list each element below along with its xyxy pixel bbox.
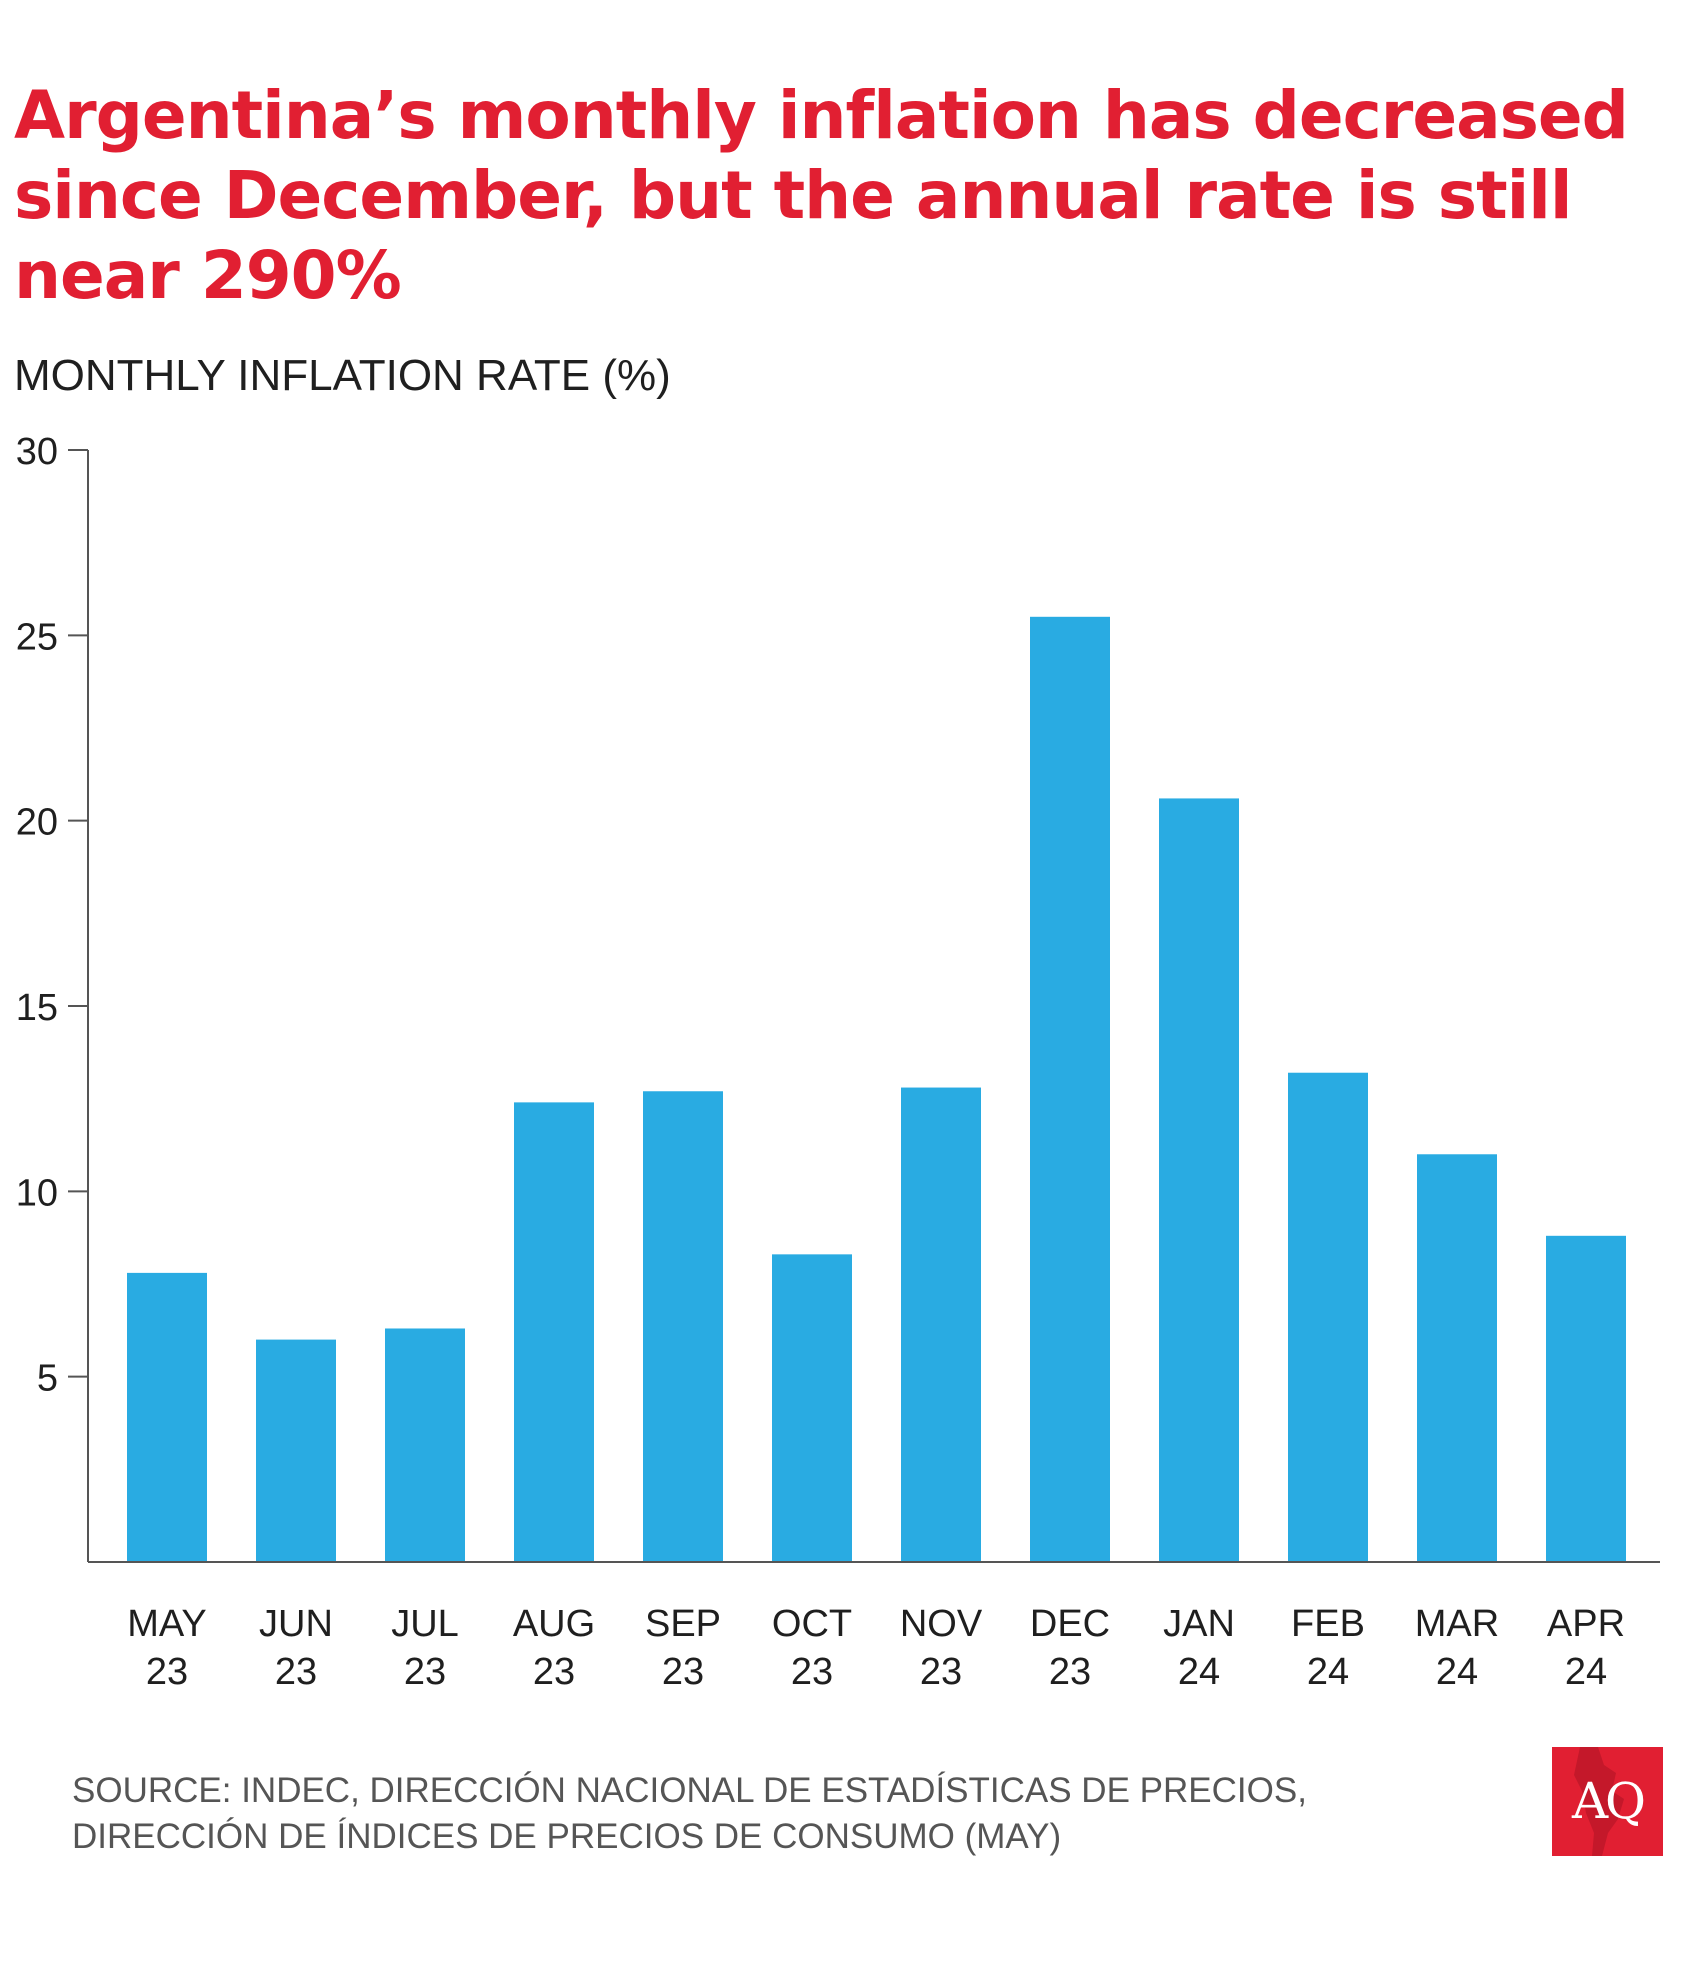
bar-dec-23 [1030,616,1110,1562]
x-tick-label-sep-23-year: 23 [662,1651,704,1693]
bar-nov-23 [901,1087,981,1562]
x-tick-label-jun-23-year: 23 [275,1651,317,1693]
logo-map-icon [1574,1747,1624,1856]
bar-chart: 5 10 15 20 25 30 MAY 23 JUN 23 JUL 23 AUG 23 SEP 23 OCT 2… [16,431,1660,1693]
bar-mar-24 [1417,1154,1497,1562]
x-tick-label-oct-23-month: OCT [772,1603,852,1645]
logo-text: AQ [1571,1772,1646,1830]
x-tick-label-jun-23-month: JUN [259,1603,333,1645]
y-tick-label-10: 10 [16,1172,58,1214]
chart-title: Argentina’s monthly inflation has decrea… [14,77,1629,314]
x-tick-label-jan-24-month: JAN [1163,1603,1235,1645]
x-tick-label-jul-23-year: 23 [404,1651,446,1693]
x-tick-label-sep-23-month: SEP [645,1603,721,1645]
y-tick-label-5: 5 [37,1358,58,1400]
x-tick-label-oct-23-year: 23 [791,1651,833,1693]
y-tick-label-20: 20 [16,802,58,844]
x-tick-label-nov-23-year: 23 [920,1651,962,1693]
aq-logo: AQ [1552,1747,1663,1856]
x-tick-label-feb-24-month: FEB [1291,1603,1365,1645]
x-tick-label-may-23-month: MAY [127,1603,207,1645]
x-tick-label-apr-24-year: 24 [1565,1651,1607,1693]
bar-jul-23 [385,1328,465,1562]
x-tick-label-aug-23-year: 23 [533,1651,575,1693]
x-tick-label-jul-23-month: JUL [391,1603,459,1645]
x-tick-label-apr-24-month: APR [1547,1603,1625,1645]
source-note: SOURCE: INDEC, DIRECCIÓN NACIONAL DE EST… [72,1768,1472,1860]
bar-jun-23 [256,1339,336,1562]
x-tick-label-may-23-year: 23 [146,1651,188,1693]
x-tick-label-mar-24-year: 24 [1436,1651,1478,1693]
x-tick-label-mar-24-month: MAR [1415,1603,1499,1645]
x-tick-label-aug-23-month: AUG [513,1603,595,1645]
x-tick-label-dec-23-month: DEC [1030,1603,1110,1645]
bar-oct-23 [772,1254,852,1562]
bar-feb-24 [1288,1072,1368,1562]
x-tick-label-dec-23-year: 23 [1049,1651,1091,1693]
y-tick-label-15: 15 [16,987,58,1029]
bar-may-23 [127,1272,207,1562]
bar-sep-23 [643,1091,723,1562]
source-line-2: DIRECCIÓN DE ÍNDICES DE PRECIOS DE CONSU… [72,1817,1062,1856]
x-tick-label-feb-24-year: 24 [1307,1651,1349,1693]
bar-aug-23 [514,1102,594,1562]
x-tick-label-nov-23-month: NOV [900,1603,983,1645]
y-tick-label-25: 25 [16,616,58,658]
source-line-1: SOURCE: INDEC, DIRECCIÓN NACIONAL DE EST… [72,1771,1307,1810]
x-tick-label-jan-24-year: 24 [1178,1651,1220,1693]
y-axis-label: MONTHLY INFLATION RATE (%) [14,351,671,400]
bar-jan-24 [1159,798,1239,1562]
bar-apr-24 [1546,1235,1626,1562]
y-tick-label-30: 30 [16,431,58,473]
